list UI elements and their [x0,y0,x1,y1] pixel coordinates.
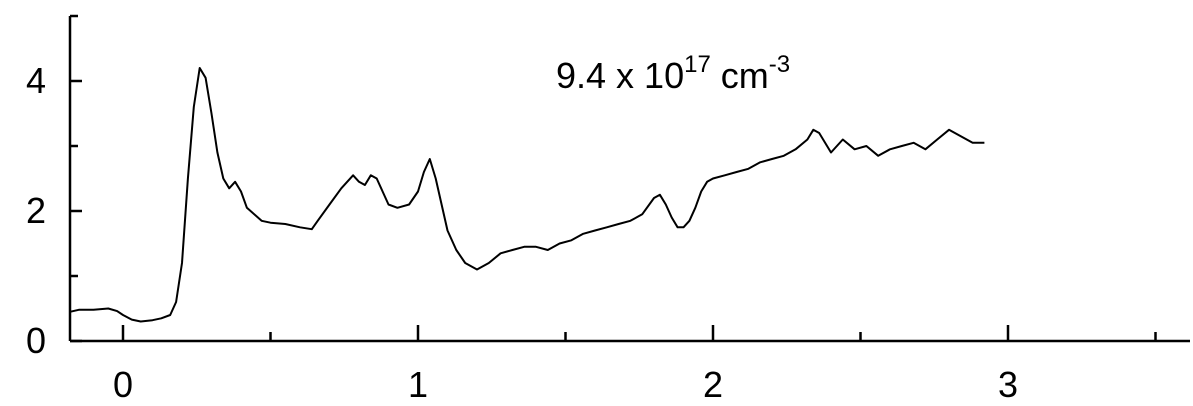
x-tick-label: 3 [998,364,1018,405]
x-tick-label: 2 [703,364,723,405]
density-annotation: 9.4 x 1017 cm-3 [556,51,790,96]
ticks [70,14,1157,343]
tick-labels: 0 1 2 3 0 2 4 [26,60,1018,405]
y-tick-label: 0 [26,320,46,361]
y-tick-label: 2 [26,190,46,231]
x-tick-label: 0 [113,364,133,405]
series-line [69,67,985,323]
annotation-base: 9.4 x 10 [556,55,684,96]
annotation-exponent: 17 [684,51,711,78]
x-tick-label: 1 [408,364,428,405]
annotation-unit-exponent: -3 [769,51,790,78]
axes [68,16,1190,343]
y-tick-label: 4 [26,60,46,101]
annotation-unit: cm [711,55,769,96]
